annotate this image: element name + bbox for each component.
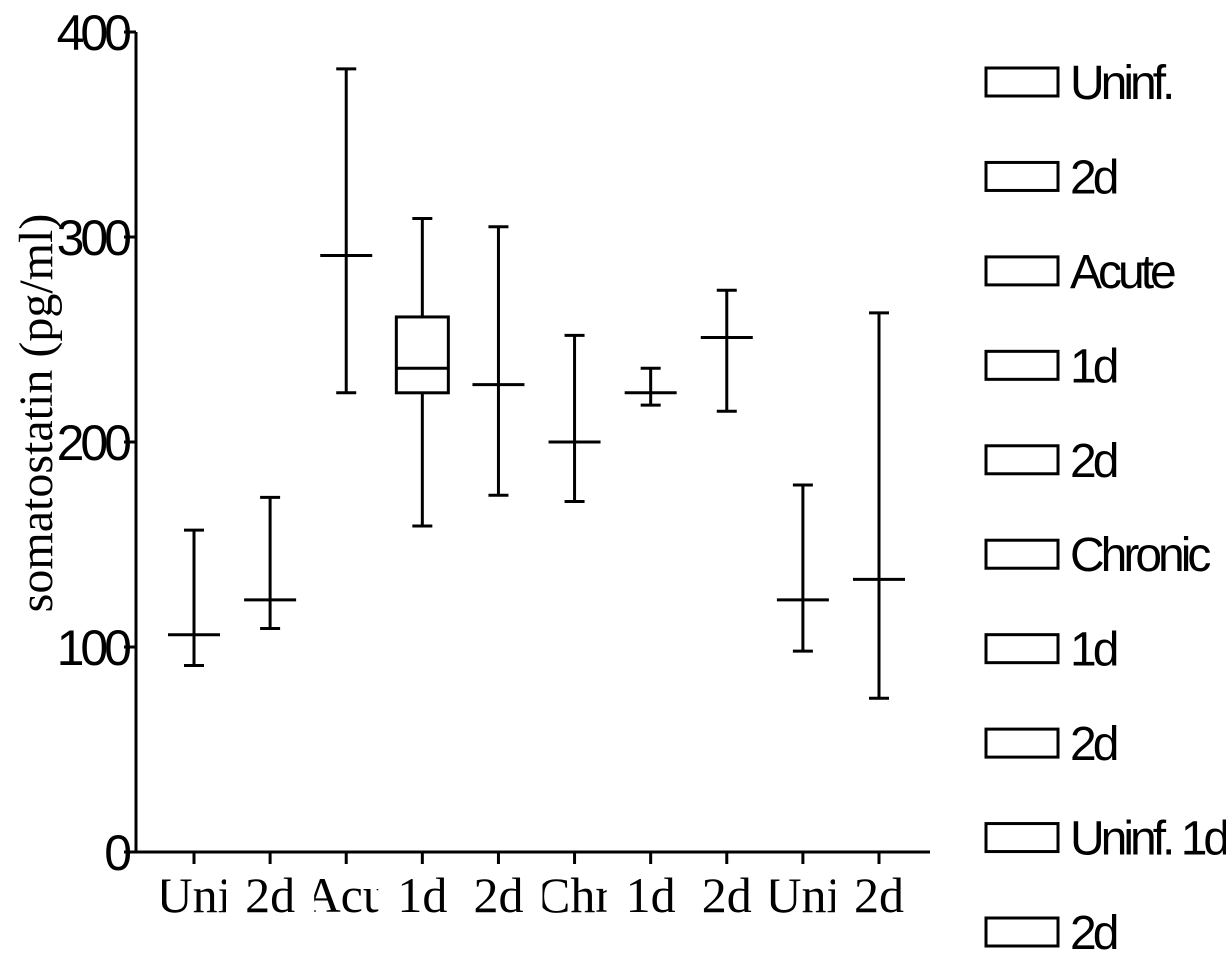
- y-tick-label: 400: [57, 5, 131, 61]
- legend-swatch: [984, 444, 1060, 476]
- legend-entry: Chronic: [984, 529, 1214, 582]
- legend-swatch: [984, 538, 1060, 570]
- x-tick-label: 2d: [473, 867, 523, 923]
- box-series: [168, 67, 905, 700]
- box-10: [853, 311, 905, 700]
- legend-swatch: [984, 255, 1060, 287]
- y-tick-label: 0: [104, 825, 130, 881]
- y-tick-label: 100: [57, 620, 131, 676]
- legend-swatch: [984, 727, 1060, 759]
- box-5: [472, 225, 525, 497]
- legend-entry: 1d: [984, 624, 1121, 677]
- legend-label: 1d: [1070, 624, 1117, 677]
- box-4: [394, 217, 450, 528]
- legend-swatch: [984, 916, 1060, 948]
- x-tick-label: 2d: [702, 867, 752, 923]
- x-tick-label: Uni: [157, 867, 232, 923]
- legend-swatch: [984, 160, 1060, 192]
- legend-swatch: [984, 349, 1060, 381]
- box-7: [624, 366, 677, 407]
- x-tick-label: 2d: [854, 867, 904, 923]
- y-tick-label: 300: [57, 210, 131, 266]
- legend-swatch: [984, 633, 1060, 665]
- legend-label: Uninf.: [1070, 57, 1171, 110]
- box-1: [168, 528, 220, 667]
- x-tick-label: 1d: [626, 867, 676, 923]
- box-2: [244, 495, 297, 631]
- legend-entry: Acute: [984, 246, 1179, 299]
- legend: Uninf. 2d Acute 1d 2d Chronic 1d 2d Uninf. 1d 2d: [984, 57, 1226, 954]
- legend-label: 2d: [1070, 718, 1117, 771]
- legend-entry: 1d: [984, 340, 1121, 393]
- legend-entry: 2d: [984, 151, 1121, 204]
- box-iqr: [394, 315, 450, 395]
- legend-label: Uninf. 1d: [1070, 813, 1226, 866]
- x-axis: Uni 2d Acu 1d 2d Chr 1d 2d Uni 2d: [136, 850, 930, 923]
- legend-swatch: [984, 822, 1060, 854]
- x-tick-label: Uni: [765, 867, 840, 923]
- y-axis: 0 100 200 300 400: [57, 5, 138, 881]
- legend-label: Acute: [1070, 246, 1175, 299]
- legend-label: 2d: [1070, 435, 1117, 488]
- legend-entry: 2d: [984, 718, 1121, 771]
- legend-entry: 2d: [984, 907, 1121, 954]
- legend-label: 1d: [1070, 340, 1117, 393]
- x-tick-label: 1d: [397, 867, 447, 923]
- box-8: [700, 288, 753, 413]
- legend-entry: 2d: [984, 435, 1121, 488]
- legend-label: Chronic: [1070, 529, 1210, 582]
- box-9: [776, 483, 829, 653]
- x-tick-label: 2d: [245, 867, 295, 923]
- y-axis-title: somatostatin (pg/ml): [10, 214, 63, 613]
- legend-label: 2d: [1070, 151, 1117, 204]
- x-tick-label: Chr: [537, 867, 612, 923]
- legend-entry: Uninf. 1d: [984, 813, 1226, 866]
- legend-label: 2d: [1070, 907, 1117, 954]
- box-6: [548, 333, 601, 503]
- legend-entry: Uninf.: [984, 57, 1175, 110]
- y-tick-label: 200: [57, 415, 131, 471]
- box-3: [320, 67, 373, 395]
- x-tick-label: Acu: [305, 867, 388, 923]
- legend-swatch: [984, 66, 1060, 98]
